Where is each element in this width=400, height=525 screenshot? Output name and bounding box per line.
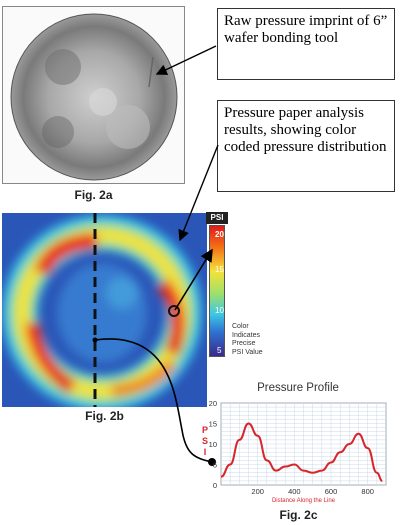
- x-axis-label: Distance Along the Line: [272, 498, 336, 504]
- pressure-profile-line: [220, 422, 383, 482]
- sample-point-marker: [168, 305, 180, 317]
- analysis-callout: Pressure paper analysis results, showing…: [217, 100, 395, 192]
- psi-gradient-bar: [209, 225, 225, 357]
- fig-2b-caption: Fig. 2b: [85, 409, 124, 423]
- y-tick-label: 20: [209, 399, 217, 408]
- y-tick-label: 15: [209, 420, 217, 429]
- note-line-2: Indicates: [232, 331, 261, 339]
- fig-2a-caption: Fig. 2a: [74, 188, 113, 202]
- note-line-1: Color: [232, 323, 249, 330]
- y-tick-label: 10: [209, 440, 217, 449]
- y-axis-label-letter: I: [204, 447, 207, 457]
- x-tick-label: 400: [288, 487, 301, 496]
- psi-tick-10: 10: [215, 306, 224, 315]
- fig-2b-panel: [2, 213, 207, 411]
- fig-2c-caption: Fig. 2c: [279, 508, 318, 522]
- fig-2c-panel: Pressure Profile 0 5 10 15 20 200 400 600 800 P S I…: [199, 377, 398, 507]
- x-tick-label: 200: [251, 487, 264, 496]
- y-tick-label: 0: [213, 481, 217, 490]
- y-axis-label-letter: S: [202, 436, 208, 446]
- pressure-profile-chart: Pressure Profile 0 5 10 15 20 200 400 600 800 PSI…: [202, 382, 387, 504]
- psi-tick-15: 15: [215, 265, 224, 274]
- raw-imprint-callout: Raw pressure imprint of 6” wafer bonding…: [217, 8, 395, 80]
- y-axis-label-letter: P: [202, 425, 208, 435]
- note-line-3: Precise: [232, 340, 256, 347]
- x-tick-label: 800: [361, 487, 374, 496]
- raw-pressure-imprint-image: [10, 13, 178, 181]
- psi-tick-20: 20: [215, 230, 224, 239]
- color-scale-note: Color Indicates Precise PSI Value: [232, 323, 292, 357]
- psi-scale-unit: PSI: [206, 212, 228, 224]
- fig-2a-panel: [2, 6, 185, 184]
- y-tick-label: 5: [213, 461, 217, 470]
- pressure-heatmap: [2, 213, 207, 411]
- psi-tick-5: 5: [217, 346, 222, 355]
- chart-title: Pressure Profile: [257, 382, 339, 394]
- x-tick-label: 600: [325, 487, 338, 496]
- note-line-4: PSI Value: [232, 348, 263, 356]
